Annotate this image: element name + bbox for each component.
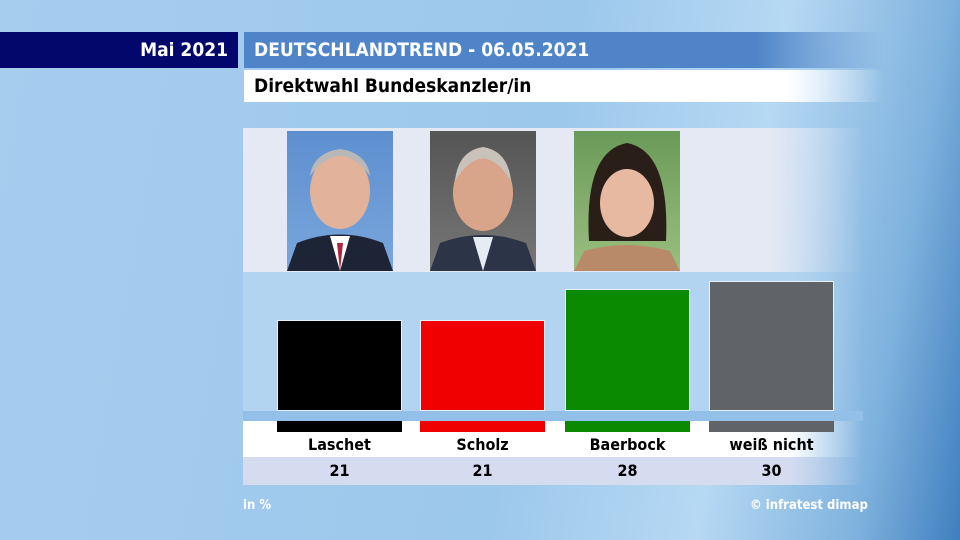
chart-title-bar: DEUTSCHLANDTREND - 06.05.2021 (244, 32, 884, 68)
baseline-strip (243, 411, 863, 421)
category-label: Laschet (308, 435, 371, 454)
candidate-photos (243, 128, 863, 272)
chart-subtitle: Direktwahl Bundeskanzler/in (244, 70, 884, 102)
bar-laschet (277, 319, 402, 411)
value-label: 30 (761, 461, 782, 480)
category-label: weiß nicht (729, 435, 814, 454)
color-strip-wei-nicht (709, 421, 834, 432)
color-strip-baerbock (565, 421, 690, 432)
photo-scholz (430, 131, 536, 271)
color-strip-laschet (277, 421, 402, 432)
color-strip-scholz (420, 421, 545, 432)
bar-baerbock (565, 289, 690, 411)
category-label-row: Laschet Scholz Baerbock weiß nicht (243, 421, 863, 457)
source-label: © infratest dimap (750, 498, 868, 513)
category-label: Baerbock (589, 435, 666, 454)
plot-area (243, 272, 863, 412)
unit-label: in % (243, 498, 272, 513)
value-label: 28 (617, 461, 638, 480)
month-label: Mai 2021 (0, 32, 238, 68)
value-row: 21 21 28 30 (243, 457, 863, 485)
bar-scholz (420, 319, 545, 411)
value-label: 21 (472, 461, 493, 480)
value-label: 21 (329, 461, 350, 480)
photo-laschet (287, 131, 393, 271)
photo-baerbock (574, 131, 680, 271)
category-label: Scholz (456, 435, 509, 454)
bar-wei-nicht (709, 280, 834, 411)
